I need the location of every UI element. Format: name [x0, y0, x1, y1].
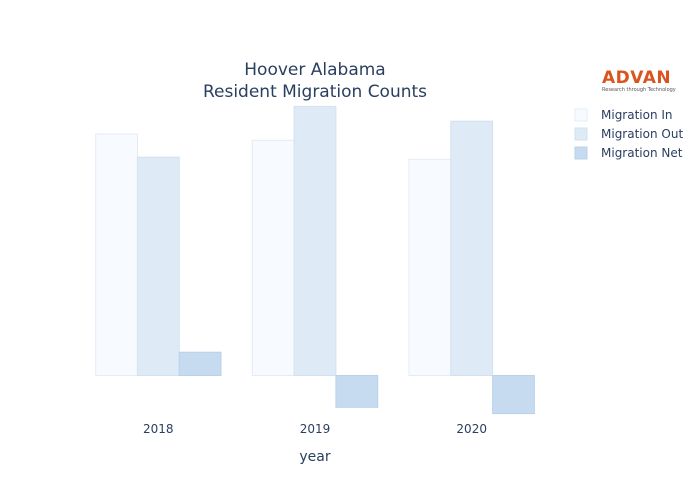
x-tick-2019: 2019: [300, 422, 331, 436]
legend-swatch-migration-out[interactable]: [574, 127, 588, 141]
x-axis-title: year: [299, 449, 330, 465]
x-tick-labels: 2018 2019 2020: [143, 422, 487, 436]
x-tick-2020: 2020: [456, 422, 487, 436]
legend-swatch-migration-net[interactable]: [574, 146, 588, 160]
legend-label-migration-net[interactable]: Migration Net: [601, 146, 683, 160]
x-tick-2018: 2018: [143, 422, 174, 436]
logo-tagline: Research through Technology: [602, 87, 676, 93]
bar-migration-net-2019[interactable]: [335, 375, 379, 408]
legend: Migration In Migration Out Migration Net: [574, 108, 683, 160]
bar-migration-net-2018[interactable]: [178, 351, 222, 377]
legend-swatch-migration-in[interactable]: [574, 108, 588, 122]
bar-migration-out-2018[interactable]: [136, 156, 180, 376]
bar-migration-in-2020[interactable]: [408, 158, 452, 376]
logo-wordmark: ADVAN: [602, 68, 671, 88]
bar-migration-out-2020[interactable]: [450, 120, 494, 376]
chart-title-line-1: Hoover Alabama: [244, 60, 385, 80]
bar-migration-net-2020[interactable]: [492, 375, 535, 415]
bar-migration-in-2019[interactable]: [251, 139, 295, 376]
bars-group: [95, 105, 535, 415]
bar-migration-in-2018[interactable]: [95, 133, 138, 376]
advan-logo: ADVAN Research through Technology: [602, 68, 676, 93]
bar-migration-out-2019[interactable]: [293, 105, 337, 377]
chart-title-line-2: Resident Migration Counts: [203, 82, 427, 102]
legend-label-migration-in[interactable]: Migration In: [601, 108, 673, 122]
legend-label-migration-out[interactable]: Migration Out: [601, 127, 683, 141]
